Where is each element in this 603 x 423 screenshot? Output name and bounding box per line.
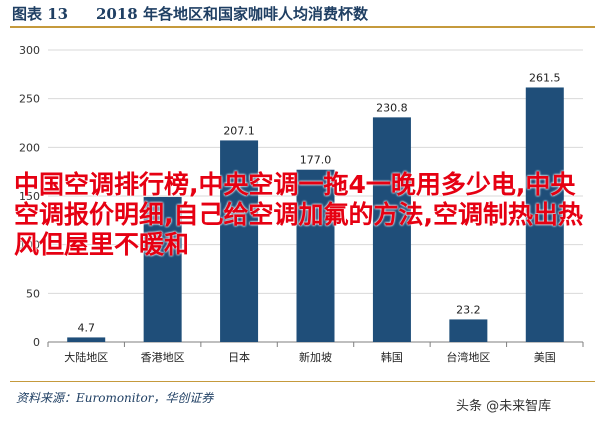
data-label: 177.0	[300, 154, 332, 167]
x-tick-label: 美国	[534, 351, 556, 364]
bar	[449, 319, 488, 342]
bar	[525, 87, 564, 342]
bar-chart: 0 50 100 150 200 250 300 4.7 大陆地区 香港地区 207.1 日本 177.…	[19, 44, 584, 364]
overlay-text: 中国空调排行榜,中央空调一拖4一晚用多少电,中央空调报价明细,自己给空调加氟的方…	[14, 170, 583, 259]
data-label: 23.2	[456, 303, 481, 316]
chart-title: 2018 年各地区和国家咖啡人均消费杯数	[96, 5, 368, 23]
y-tick-label: 150	[19, 190, 40, 203]
y-tick-label: 250	[19, 93, 40, 106]
figure-label: 图表 13	[12, 5, 69, 23]
y-tick-label: 0	[33, 336, 40, 349]
source-note: 资料来源：Euromonitor，华创证券	[16, 391, 214, 405]
x-tick-label: 香港地区	[141, 351, 185, 364]
bar	[67, 337, 106, 342]
y-tick-label: 300	[19, 44, 40, 57]
data-label: 230.8	[376, 101, 408, 114]
x-tick-label: 日本	[228, 350, 250, 364]
x-tick-label: 大陆地区	[64, 350, 108, 364]
data-label: 207.1	[223, 124, 255, 137]
footer-divider	[10, 381, 595, 382]
figure-header: 图表 13 2018 年各地区和国家咖啡人均消费杯数	[0, 0, 603, 28]
x-tick-label: 新加坡	[299, 350, 332, 364]
y-tick-label: 200	[19, 141, 40, 154]
y-tick-label: 50	[26, 287, 40, 300]
bar	[220, 140, 259, 342]
bar	[143, 196, 182, 342]
watermark: 头条 @未来智库	[456, 399, 552, 414]
x-tick-label: 台湾地区	[446, 350, 490, 364]
y-tick-label: 100	[19, 239, 40, 252]
data-label: 4.7	[77, 321, 95, 334]
header-divider	[10, 26, 595, 28]
bar	[296, 169, 335, 342]
data-label: 261.5	[529, 71, 561, 84]
x-tick-label: 韩国	[381, 350, 403, 364]
bar	[372, 117, 411, 342]
